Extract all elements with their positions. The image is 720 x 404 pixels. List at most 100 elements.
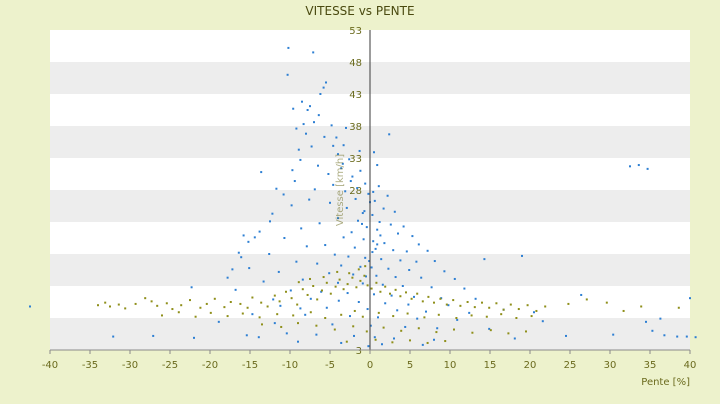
data-points [29, 46, 697, 348]
x-tick-label: -10 [282, 360, 298, 371]
data-point [352, 273, 355, 276]
data-point [309, 297, 312, 300]
data-point [338, 278, 341, 281]
data-point [309, 105, 311, 108]
data-point [359, 169, 362, 172]
data-point [194, 315, 197, 318]
data-point [177, 311, 180, 314]
data-point [342, 288, 345, 291]
data-point [342, 236, 345, 239]
data-point [474, 297, 477, 300]
data-point [337, 217, 339, 220]
data-point [292, 314, 295, 317]
data-point [239, 302, 242, 305]
data-point [488, 306, 491, 309]
data-point [565, 334, 567, 337]
data-point [391, 341, 394, 344]
data-point [283, 237, 286, 239]
data-point [533, 311, 535, 314]
data-point [165, 302, 168, 305]
data-point [453, 328, 455, 331]
data-point [366, 284, 369, 287]
data-point [356, 187, 359, 190]
data-point [374, 247, 377, 250]
data-point [150, 300, 153, 303]
data-point [226, 315, 229, 318]
data-point [266, 305, 269, 308]
data-point [376, 228, 379, 231]
data-point [316, 298, 319, 301]
data-point [240, 256, 243, 259]
data-point [421, 300, 424, 303]
data-point [161, 314, 163, 317]
data-point [394, 276, 397, 279]
data-point [357, 268, 360, 271]
data-point [468, 311, 471, 314]
data-point [427, 295, 430, 298]
data-point [271, 212, 274, 215]
data-point [312, 285, 315, 287]
data-point [229, 301, 232, 303]
data-point [325, 81, 327, 84]
data-point [285, 290, 287, 293]
data-point [439, 297, 442, 300]
data-point [389, 292, 391, 295]
data-point [292, 107, 295, 110]
data-point [342, 144, 345, 147]
data-point [423, 316, 426, 319]
data-point [117, 303, 120, 306]
data-point [199, 306, 202, 309]
data-point [301, 278, 304, 281]
data-point [306, 109, 309, 111]
data-point [340, 167, 343, 170]
data-point [426, 341, 429, 344]
data-point [269, 220, 271, 223]
data-point [320, 290, 323, 293]
data-point [392, 315, 395, 318]
data-point [226, 276, 229, 279]
data-point [234, 288, 237, 291]
data-point [346, 283, 349, 286]
data-point [308, 198, 311, 201]
data-point [376, 164, 379, 167]
data-point [276, 313, 279, 316]
data-point [257, 336, 260, 339]
data-point [109, 305, 111, 308]
data-point [237, 251, 240, 254]
data-point [612, 333, 615, 336]
y-tick-label: 3 [356, 346, 362, 357]
data-point [416, 292, 419, 295]
data-point [372, 240, 375, 243]
data-point [485, 315, 488, 318]
data-point [363, 274, 366, 277]
data-point [393, 210, 396, 213]
data-point [336, 270, 339, 273]
data-point [258, 316, 261, 319]
data-point [112, 335, 115, 338]
data-point [316, 262, 319, 265]
data-point [301, 100, 303, 103]
data-point [389, 223, 392, 226]
data-point [260, 301, 263, 304]
data-point [689, 297, 691, 300]
data-point [258, 230, 261, 233]
data-point [297, 281, 300, 284]
x-tick-label: -35 [82, 360, 98, 371]
data-point [473, 306, 476, 309]
data-point [209, 311, 212, 314]
data-point [297, 148, 300, 151]
y-tick-label: 43 [349, 90, 362, 101]
data-point [359, 279, 362, 282]
x-tick-label: -30 [122, 360, 138, 371]
data-point [375, 274, 378, 277]
data-point [622, 309, 625, 312]
y-tick-label: 48 [349, 58, 362, 69]
data-point [315, 324, 318, 327]
data-point [337, 153, 339, 156]
data-point [530, 315, 533, 318]
data-point [144, 297, 147, 300]
data-point [299, 158, 302, 161]
data-point [382, 207, 385, 210]
data-point [455, 317, 458, 319]
data-point [379, 290, 382, 293]
